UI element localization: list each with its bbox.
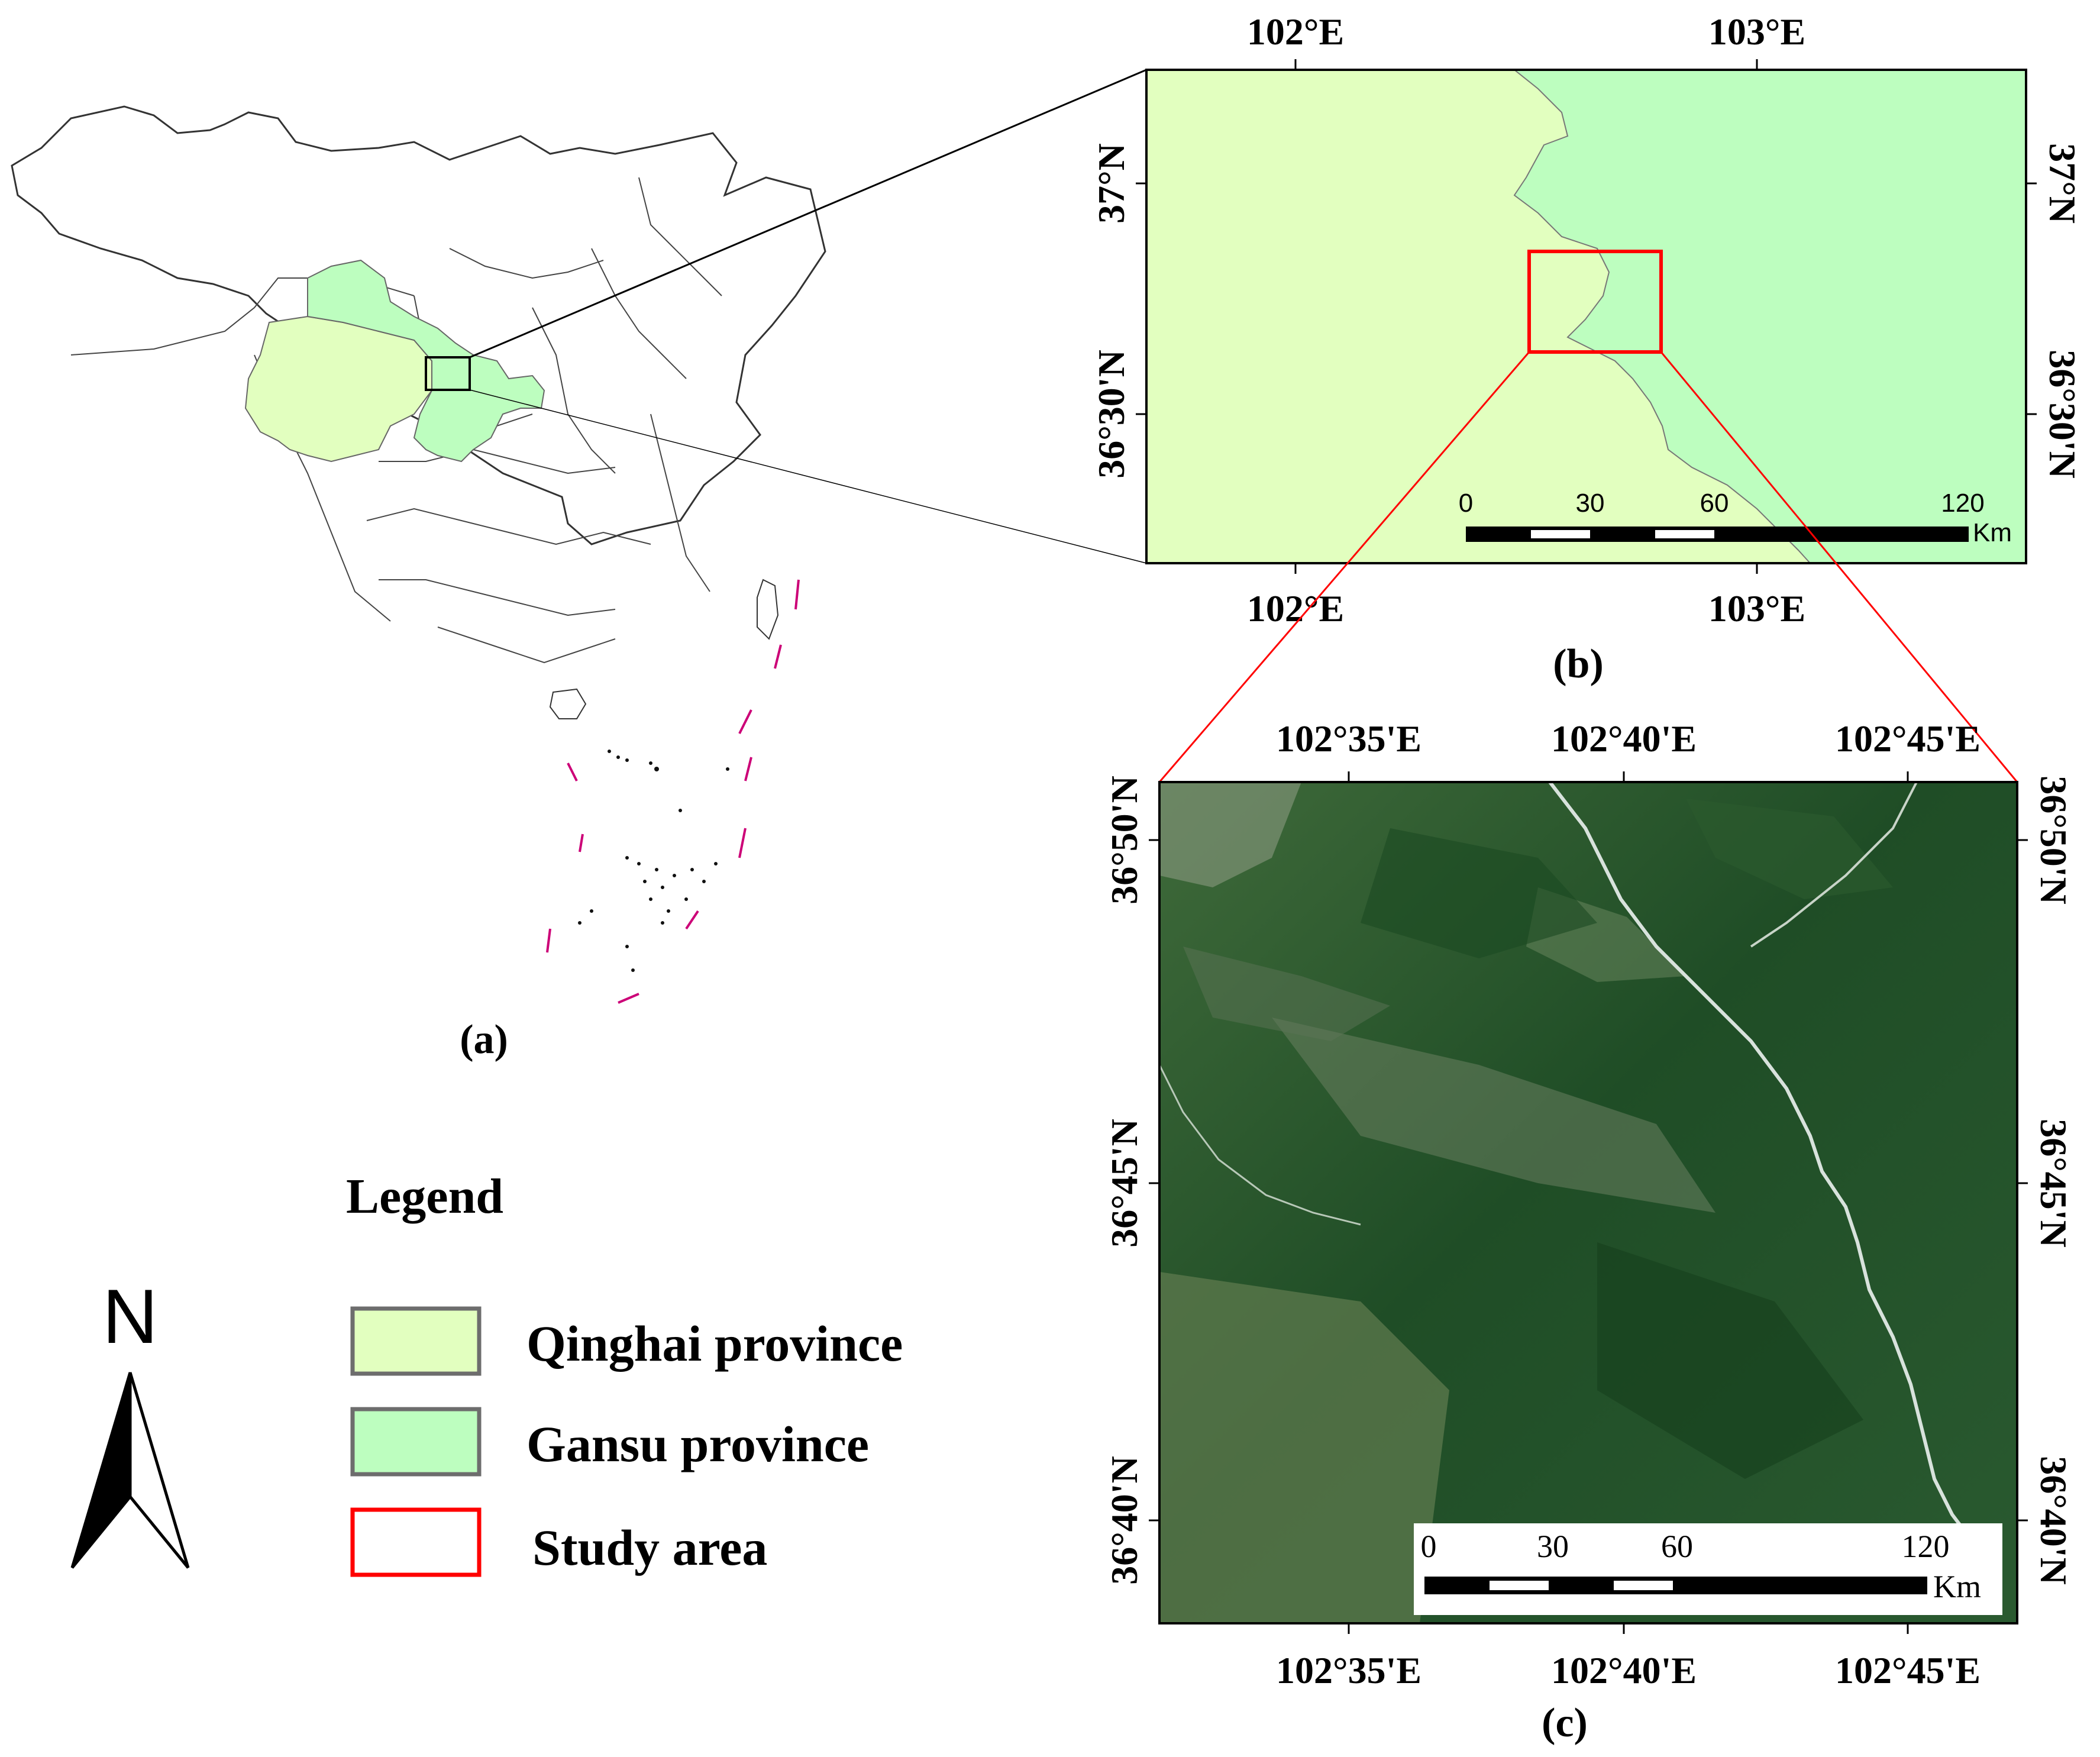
panel-b: 102°E 103°E 102°E 103°E 37°N 36°30'N 37°… <box>1090 11 2083 629</box>
panel-b-bottom-tick-2: 103°E <box>1708 587 1805 629</box>
connector-a-b <box>469 69 1147 564</box>
panel-b-left-tick-1: 37°N <box>1090 143 1132 224</box>
panel-c-scale-60: 60 <box>1661 1529 1693 1564</box>
panel-b-top-tick-2: 103°E <box>1708 11 1805 53</box>
panel-b-top-tick-1: 102°E <box>1247 11 1344 53</box>
panel-c-scale-0: 0 <box>1421 1529 1437 1564</box>
panel-c-top-tick-3: 102°45'E <box>1835 718 1981 760</box>
panel-b-scalebar: 0 30 60 120 Km <box>1459 489 2012 547</box>
legend-swatch-qinghai <box>350 1306 482 1376</box>
panel-b-ticks <box>1136 59 2037 574</box>
north-arrow-icon: N <box>70 1273 190 1569</box>
north-letter: N <box>102 1273 158 1359</box>
legend-label-study-area: Study area <box>532 1519 767 1576</box>
panel-b-scale-60: 60 <box>1700 489 1729 518</box>
hainan-island <box>549 688 587 719</box>
panel-c-frame <box>1158 781 2018 1624</box>
panel-c-scale-120: 120 <box>1902 1529 1950 1564</box>
connector-b-c <box>1158 351 2018 783</box>
qinghai-province <box>244 315 432 463</box>
panel-c-top-tick-2: 102°40'E <box>1551 718 1697 760</box>
panel-label-a: (a) <box>460 1017 508 1062</box>
legend-label-gansu: Gansu province <box>526 1416 869 1472</box>
panel-c-left-tick-2: 36°45'N <box>1103 1119 1145 1248</box>
legend-label-qinghai: Qinghai province <box>526 1315 903 1372</box>
panel-b-scale-120: 120 <box>1941 489 1984 518</box>
panel-c-bottom-tick-3: 102°45'E <box>1835 1649 1981 1691</box>
study-area-box <box>1527 250 1663 354</box>
panel-c-top-tick-1: 102°35'E <box>1276 718 1421 760</box>
legend-item-gansu: Gansu province <box>350 1407 869 1477</box>
panel-b-scale-30: 30 <box>1576 489 1605 518</box>
panel-c-left-tick-1: 36°50'N <box>1103 776 1145 905</box>
panel-c-right-tick-2: 36°45'N <box>2033 1119 2075 1248</box>
legend-title: Legend <box>346 1169 503 1224</box>
panel-b-scale-0: 0 <box>1459 489 1473 518</box>
taiwan-island <box>757 579 779 640</box>
nine-dash-line <box>546 579 800 1004</box>
panel-c-ticks <box>1149 771 2028 1634</box>
panel-c-scalebar: 0 30 60 120 Km <box>1414 1523 2002 1615</box>
scs-islands <box>578 750 729 972</box>
panel-b-right-tick-1: 37°N <box>2041 143 2083 224</box>
panel-label-c: (c) <box>1542 1700 1588 1746</box>
legend: Legend Qinghai province Gansu province S… <box>346 1169 903 1577</box>
locator-box <box>425 356 471 391</box>
satellite-image <box>1159 782 2017 1623</box>
panel-b-scale-unit: Km <box>1973 518 2012 547</box>
legend-item-study-area: Study area <box>350 1507 767 1577</box>
panel-c-right-tick-3: 36°40'N <box>2033 1456 2075 1585</box>
panel-c: 102°35'E 102°40'E 102°45'E 102°35'E 102°… <box>1103 718 2075 1691</box>
panel-c-left-tick-3: 36°40'N <box>1103 1456 1145 1585</box>
legend-item-qinghai: Qinghai province <box>350 1306 903 1376</box>
panel-b-right-tick-2: 36°30'N <box>2041 350 2083 479</box>
china-map <box>11 105 826 1004</box>
panel-c-right-tick-1: 36°50'N <box>2033 776 2075 905</box>
panel-c-scale-30: 30 <box>1537 1529 1569 1564</box>
panel-c-bottom-tick-1: 102°35'E <box>1276 1649 1421 1691</box>
panel-c-bottom-tick-2: 102°40'E <box>1551 1649 1697 1691</box>
legend-swatch-study-area <box>350 1507 482 1577</box>
panel-b-frame <box>1145 69 2027 564</box>
legend-swatch-gansu <box>350 1407 482 1477</box>
panel-label-b: (b) <box>1553 641 1604 687</box>
panel-b-left-tick-2: 36°30'N <box>1090 350 1132 479</box>
panel-c-scale-unit: Km <box>1933 1569 1981 1604</box>
